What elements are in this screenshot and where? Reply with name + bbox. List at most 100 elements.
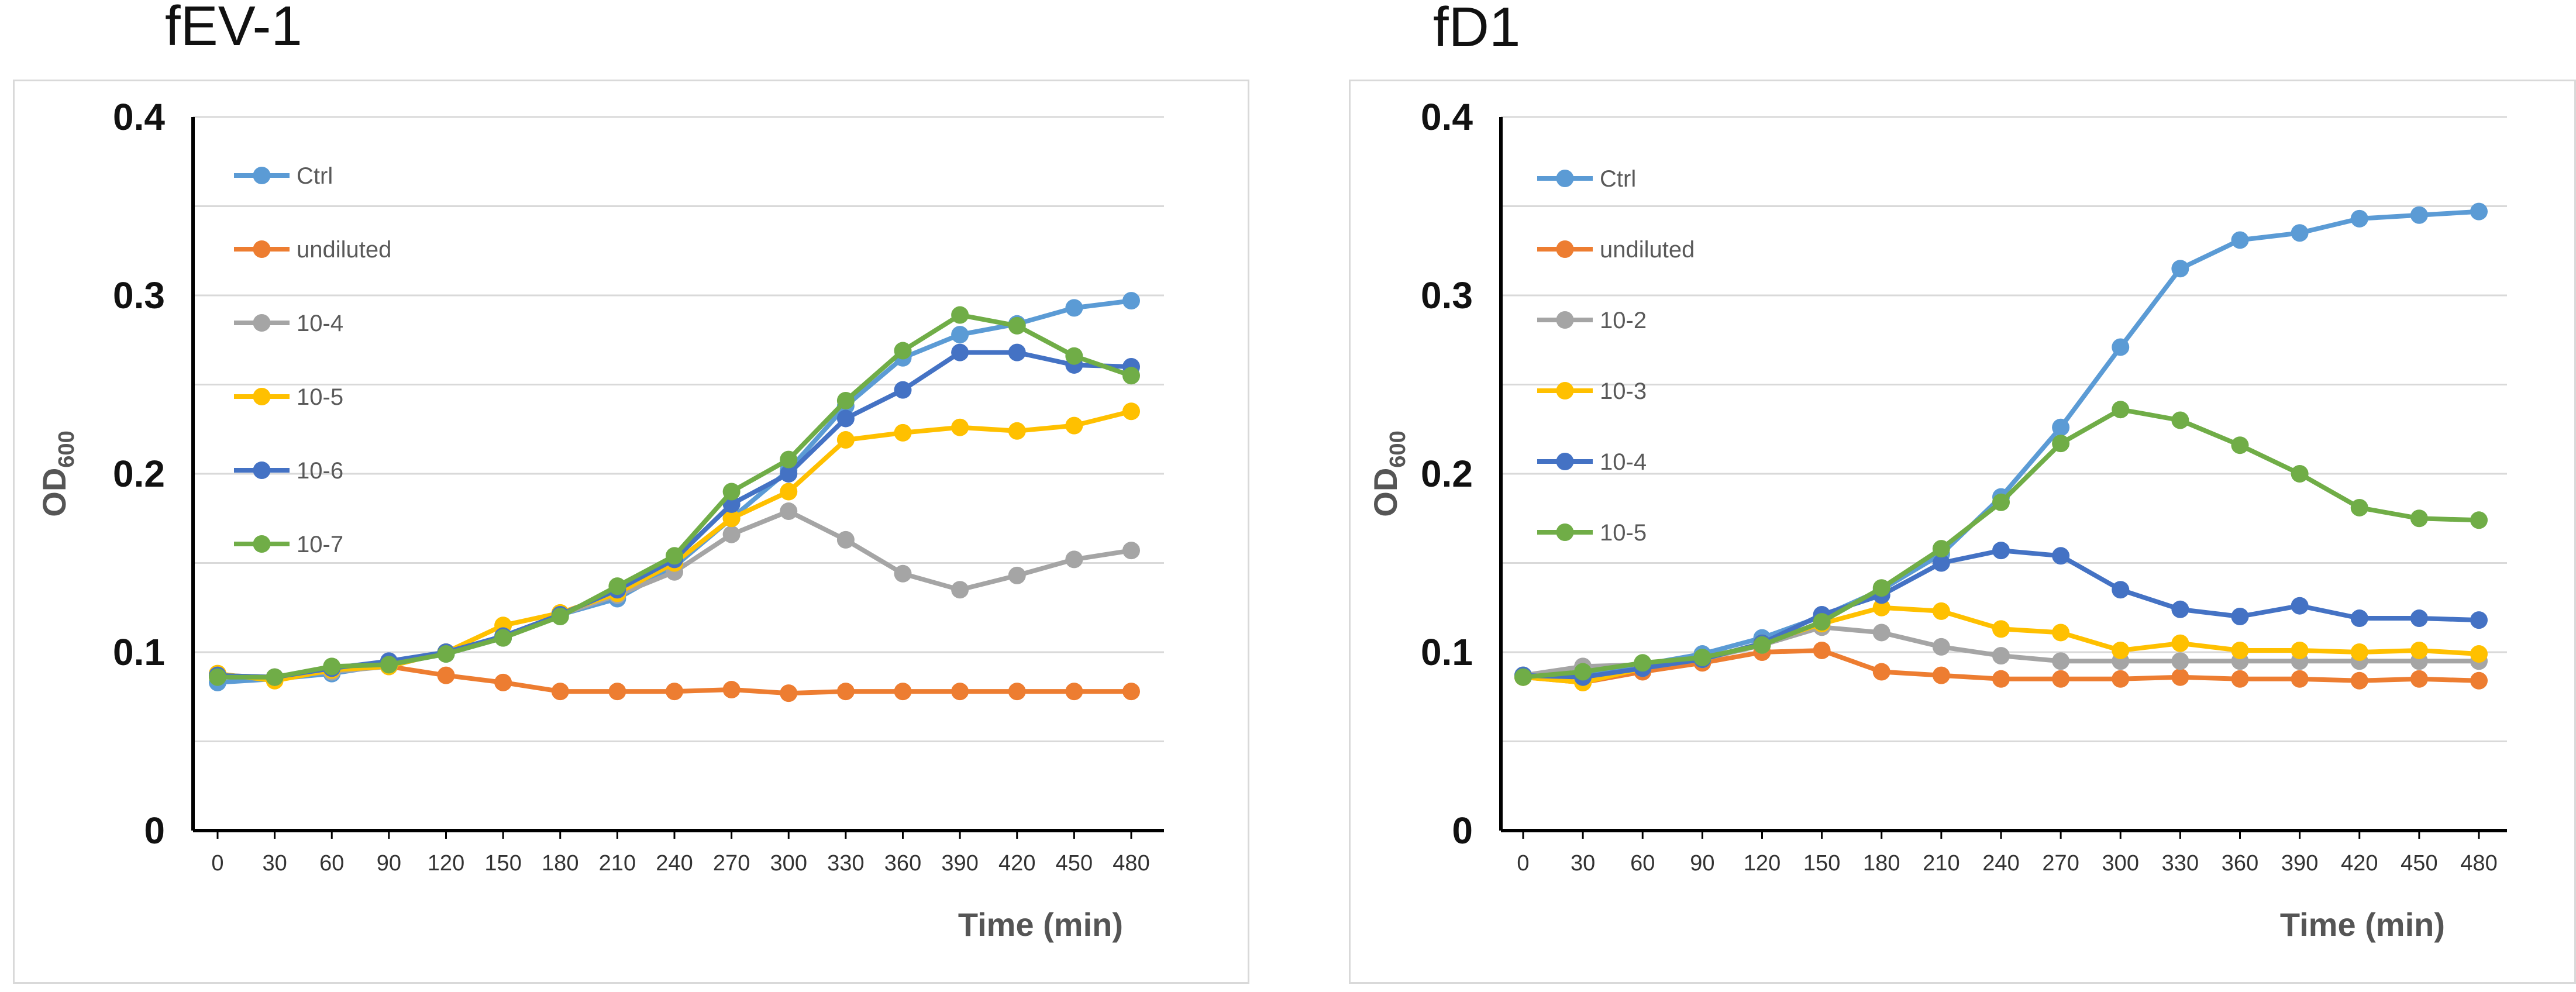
data-point-fd1-10-5 xyxy=(1872,579,1890,597)
data-point-fd1-Ctrl xyxy=(2171,260,2189,278)
y-axis-title-fd1: OD600 xyxy=(1367,430,1410,516)
x-tick-label-fev1: 330 xyxy=(827,851,864,876)
data-point-fev1-Ctrl xyxy=(1122,292,1140,310)
data-point-fd1-10-5 xyxy=(1693,649,1711,667)
data-point-fd1-10-3 xyxy=(2470,645,2488,663)
y-tick-label-fd1: 0.1 xyxy=(1421,631,1473,673)
y-tick-label-fev1: 0.1 xyxy=(113,631,165,673)
data-point-fev1-10-7 xyxy=(380,656,398,674)
legend-marker-fd1 xyxy=(1556,240,1574,258)
legend-label-fev1: 10-7 xyxy=(297,532,343,557)
series-line-fd1-Ctrl xyxy=(1523,209,2479,678)
data-point-fev1-10-5 xyxy=(1065,416,1083,435)
data-point-fd1-10-4 xyxy=(2470,611,2488,629)
data-point-fd1-undiluted xyxy=(2410,670,2428,688)
x-tick-label-fev1: 90 xyxy=(377,851,401,876)
data-point-fd1-10-2 xyxy=(1992,647,2010,665)
x-tick-label-fev1: 240 xyxy=(656,851,693,876)
data-point-fd1-undiluted xyxy=(2470,671,2488,690)
data-point-fd1-10-3 xyxy=(2410,641,2428,659)
data-point-fev1-10-4 xyxy=(894,564,912,583)
x-tick-label-fd1: 30 xyxy=(1571,851,1595,876)
data-point-fev1-10-7 xyxy=(323,657,341,676)
x-tick-label-fd1: 150 xyxy=(1803,851,1840,876)
data-point-fd1-undiluted xyxy=(1932,666,1950,684)
data-point-fd1-Ctrl xyxy=(2470,202,2488,221)
data-point-fd1-undiluted xyxy=(1813,641,1831,659)
legend-marker-fev1 xyxy=(253,167,271,184)
data-point-fd1-Ctrl xyxy=(2291,224,2309,242)
legend-marker-fev1 xyxy=(253,535,271,553)
legend-label-fd1: 10-5 xyxy=(1600,520,1647,546)
data-point-fd1-10-5 xyxy=(1634,654,1652,672)
data-point-fd1-undiluted xyxy=(2171,668,2189,686)
x-tick-label-fev1: 180 xyxy=(542,851,578,876)
data-point-fd1-10-3 xyxy=(2112,641,2130,659)
data-point-fd1-undiluted xyxy=(2231,670,2249,688)
x-tick-label-fev1: 60 xyxy=(319,851,344,876)
data-point-fev1-10-5 xyxy=(780,483,798,501)
data-point-fev1-10-5 xyxy=(1008,422,1026,440)
data-point-fev1-10-7 xyxy=(836,391,855,409)
data-point-fev1-undiluted xyxy=(437,666,455,684)
data-point-fev1-undiluted xyxy=(551,683,569,701)
data-point-fev1-10-5 xyxy=(722,509,741,528)
data-point-fd1-10-5 xyxy=(2350,498,2368,516)
data-point-fev1-undiluted xyxy=(722,681,741,699)
data-point-fev1-10-7 xyxy=(666,547,683,565)
data-point-fev1-10-4 xyxy=(722,525,741,543)
legend-marker-fd1 xyxy=(1556,382,1574,399)
y-tick-label-fd1: 0.4 xyxy=(1421,96,1473,138)
x-tick-label-fev1: 390 xyxy=(941,851,978,876)
x-tick-label-fd1: 420 xyxy=(2341,851,2378,876)
x-axis-title-fev1: Time (min) xyxy=(958,906,1123,943)
legend-marker-fd1 xyxy=(1556,453,1574,470)
data-point-fev1-10-4 xyxy=(1008,566,1026,584)
x-tick-label-fd1: 360 xyxy=(2222,851,2258,876)
y-tick-label-fd1: 0.3 xyxy=(1421,274,1473,316)
data-point-fev1-10-6 xyxy=(894,381,912,399)
data-point-fd1-10-5 xyxy=(2410,509,2428,528)
legend-marker-fd1 xyxy=(1556,311,1574,329)
data-point-fd1-10-3 xyxy=(2231,641,2249,659)
data-point-fd1-10-5 xyxy=(2171,411,2189,429)
data-point-fev1-10-5 xyxy=(1122,402,1140,421)
x-tick-label-fd1: 180 xyxy=(1863,851,1900,876)
data-point-fd1-10-4 xyxy=(1932,554,1950,572)
data-point-fev1-10-7 xyxy=(894,342,912,360)
data-point-fd1-10-2 xyxy=(1872,624,1890,642)
legend-label-fev1: undiluted xyxy=(297,237,391,263)
x-tick-label-fd1: 210 xyxy=(1923,851,1959,876)
x-tick-label-fev1: 270 xyxy=(713,851,750,876)
data-point-fev1-10-7 xyxy=(266,668,284,686)
data-point-fd1-10-3 xyxy=(1872,598,1890,616)
data-point-fev1-10-7 xyxy=(551,608,569,625)
data-point-fev1-10-7 xyxy=(608,577,626,595)
data-point-fev1-Ctrl xyxy=(951,326,969,344)
x-tick-label-fd1: 240 xyxy=(1982,851,2019,876)
data-point-fev1-10-6 xyxy=(1008,343,1026,361)
data-point-fev1-10-6 xyxy=(951,343,969,361)
data-point-fd1-10-2 xyxy=(2171,652,2189,670)
x-tick-label-fd1: 60 xyxy=(1630,851,1655,876)
legend-marker-fev1 xyxy=(253,314,271,332)
data-point-fd1-Ctrl xyxy=(2052,418,2070,436)
data-point-fev1-10-4 xyxy=(780,502,798,521)
data-point-fev1-10-7 xyxy=(951,306,969,324)
data-point-fev1-10-7 xyxy=(437,645,455,663)
data-point-fd1-10-4 xyxy=(2291,597,2309,615)
data-point-fev1-10-7 xyxy=(780,450,798,469)
x-tick-label-fd1: 450 xyxy=(2401,851,2437,876)
data-point-fd1-10-5 xyxy=(1813,613,1831,631)
data-point-fd1-undiluted xyxy=(1992,670,2010,688)
x-tick-label-fev1: 210 xyxy=(599,851,636,876)
y-tick-label-fd1: 0.2 xyxy=(1421,453,1473,495)
data-point-fd1-10-5 xyxy=(1932,540,1950,558)
data-point-fev1-10-6 xyxy=(780,465,798,483)
x-tick-label-fev1: 360 xyxy=(884,851,921,876)
legend-label-fev1: 10-5 xyxy=(297,384,343,410)
legend-label-fd1: 10-2 xyxy=(1600,308,1647,333)
data-point-fd1-10-5 xyxy=(1753,636,1771,654)
data-point-fd1-10-5 xyxy=(2291,465,2309,483)
data-point-fev1-10-4 xyxy=(1122,542,1140,560)
